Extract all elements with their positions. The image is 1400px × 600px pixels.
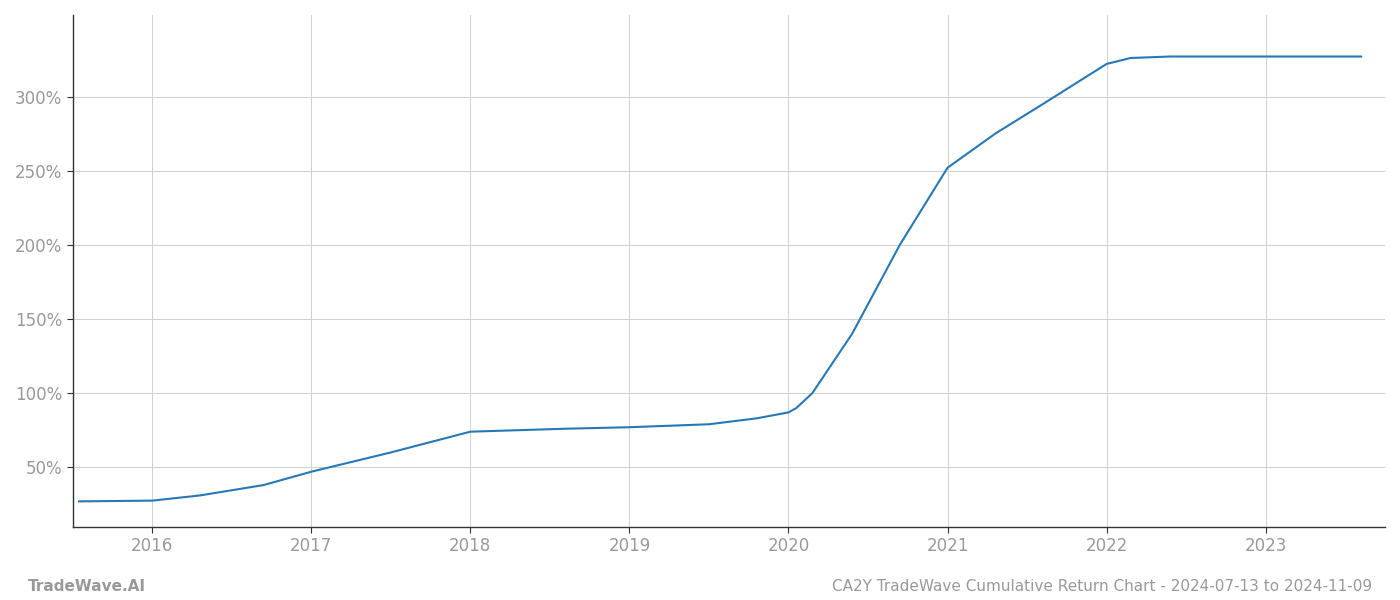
Text: TradeWave.AI: TradeWave.AI (28, 579, 146, 594)
Text: CA2Y TradeWave Cumulative Return Chart - 2024-07-13 to 2024-11-09: CA2Y TradeWave Cumulative Return Chart -… (832, 579, 1372, 594)
